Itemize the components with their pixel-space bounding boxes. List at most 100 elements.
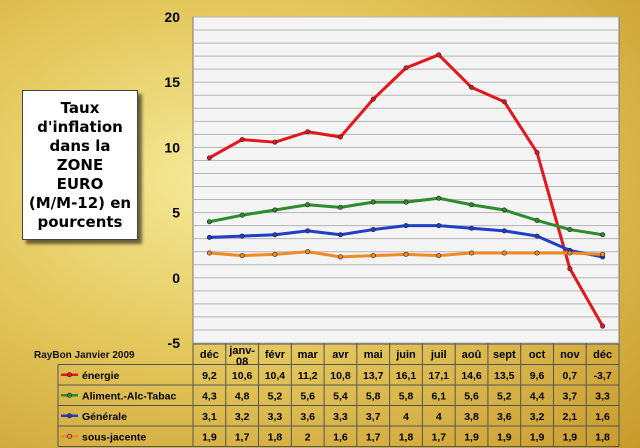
data-label: 14,6 xyxy=(461,370,482,382)
data-point xyxy=(534,217,540,223)
data-label: 1,7 xyxy=(431,431,446,443)
data-point xyxy=(534,250,540,256)
data-label: 1,9 xyxy=(464,431,479,443)
data-label: 2 xyxy=(305,431,311,443)
data-label: 9,2 xyxy=(202,370,217,382)
data-label: 1,8 xyxy=(399,431,414,443)
data-label: 3,3 xyxy=(595,390,610,402)
data-point xyxy=(272,139,278,145)
data-label: 1,7 xyxy=(235,431,250,443)
data-label: 6,1 xyxy=(431,390,446,402)
data-label: -3,7 xyxy=(594,370,612,382)
data-label: 5,2 xyxy=(497,390,512,402)
data-label: 13,7 xyxy=(363,370,384,382)
data-label: 5,2 xyxy=(268,390,283,402)
x-tick-label: mai xyxy=(364,349,383,361)
data-point xyxy=(469,250,475,256)
y-tick-label: 10 xyxy=(164,139,180,155)
data-label: 1,9 xyxy=(563,431,578,443)
data-point xyxy=(501,99,507,105)
data-point xyxy=(436,223,442,229)
title-line: (M/M-12) en xyxy=(28,193,132,212)
chart-title-box: Taux d'inflation dans la ZONE EURO (M/M-… xyxy=(22,90,138,240)
series-name: Aliment.-Alc-Tabac xyxy=(82,390,176,402)
data-point xyxy=(272,251,278,257)
title-line: pourcents xyxy=(37,212,123,231)
data-point xyxy=(403,65,409,71)
data-point xyxy=(501,250,507,256)
data-point xyxy=(305,129,311,135)
data-point xyxy=(469,84,475,90)
data-label: 3,1 xyxy=(202,411,217,423)
data-point xyxy=(600,251,606,257)
data-label: 1,9 xyxy=(202,431,217,443)
data-label: 3,7 xyxy=(366,411,381,423)
data-label: 5,4 xyxy=(333,390,348,402)
data-point xyxy=(436,253,442,259)
title-line: d'inflation xyxy=(37,117,123,136)
y-tick-label: 20 xyxy=(164,9,180,25)
data-label: 17,1 xyxy=(429,370,450,382)
data-point xyxy=(600,232,606,238)
title-line: dans la ZONE xyxy=(49,136,111,174)
data-label: 1,8 xyxy=(595,431,610,443)
data-point xyxy=(206,234,212,240)
data-label: 1,8 xyxy=(268,431,283,443)
data-label: 9,6 xyxy=(530,370,545,382)
data-point xyxy=(272,207,278,213)
data-label: 5,8 xyxy=(399,390,414,402)
data-label: 3,7 xyxy=(563,390,578,402)
data-point xyxy=(370,227,376,233)
data-label: 4,8 xyxy=(235,390,250,402)
data-point xyxy=(337,204,343,210)
data-label: 3,2 xyxy=(530,411,545,423)
series-name: énergie xyxy=(82,370,120,382)
data-label: 1,9 xyxy=(497,431,512,443)
plot-area xyxy=(192,16,620,344)
data-point xyxy=(469,202,475,208)
data-point xyxy=(436,52,442,58)
data-point xyxy=(403,199,409,205)
x-tick-label: mar xyxy=(298,349,319,361)
data-label: 4,3 xyxy=(202,390,217,402)
data-label: 3,6 xyxy=(497,411,512,423)
data-point xyxy=(206,219,212,225)
data-label: 5,8 xyxy=(366,390,381,402)
data-point xyxy=(206,250,212,256)
x-tick-label: oct xyxy=(529,349,546,361)
data-point xyxy=(239,233,245,239)
data-label: 4,4 xyxy=(530,390,545,402)
x-tick-label: févr xyxy=(265,349,286,361)
y-tick-label: -5 xyxy=(168,335,181,351)
data-label: 13,5 xyxy=(494,370,515,382)
data-point xyxy=(567,250,573,256)
data-label: 3,3 xyxy=(333,411,348,423)
data-label: 1,6 xyxy=(595,411,610,423)
data-label: 10,6 xyxy=(232,370,253,382)
data-point xyxy=(305,249,311,255)
data-label: 3,3 xyxy=(268,411,283,423)
data-point xyxy=(534,233,540,239)
data-point xyxy=(436,195,442,201)
x-tick-label: juin xyxy=(395,349,416,361)
data-label: 1,9 xyxy=(530,431,545,443)
data-point xyxy=(469,225,475,231)
data-point xyxy=(567,266,573,272)
x-tick-label: nov xyxy=(560,349,580,361)
x-tick-label: avr xyxy=(332,349,349,361)
data-point xyxy=(370,253,376,259)
x-tick-label: déc xyxy=(593,349,612,361)
data-point xyxy=(501,207,507,213)
legend-key-marker xyxy=(67,372,73,378)
data-point xyxy=(239,212,245,218)
data-label: 10,4 xyxy=(265,370,286,382)
data-label: 0,7 xyxy=(563,370,578,382)
data-point xyxy=(567,227,573,233)
legend-key-marker xyxy=(67,433,73,439)
data-point xyxy=(239,137,245,143)
author-credit: RayBon Janvier 2009 xyxy=(34,350,135,361)
data-point xyxy=(305,202,311,208)
x-tick-label: sept xyxy=(493,349,516,361)
title-line: EURO xyxy=(56,174,104,193)
